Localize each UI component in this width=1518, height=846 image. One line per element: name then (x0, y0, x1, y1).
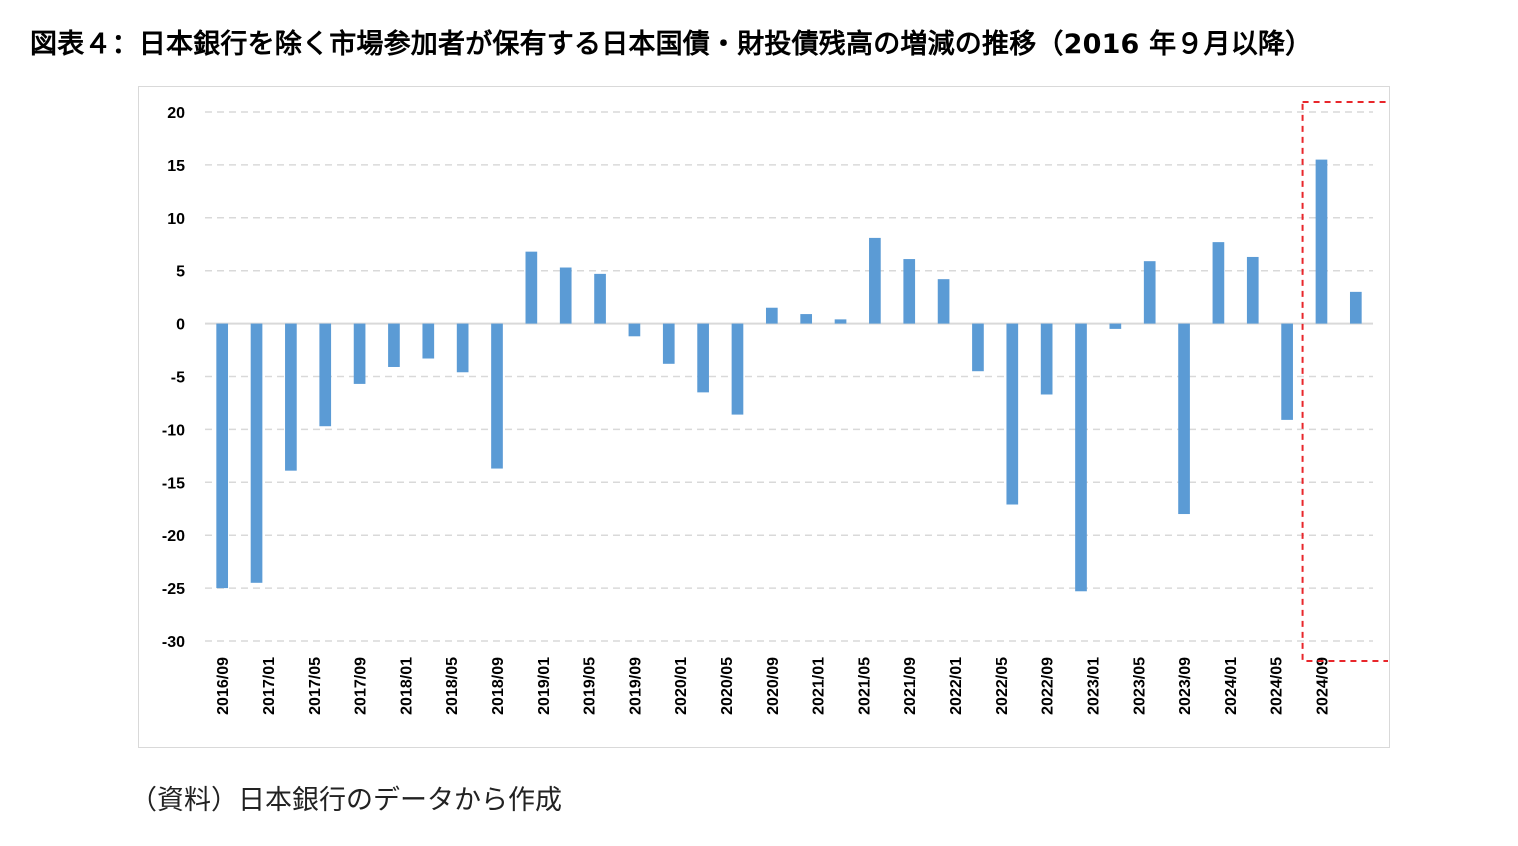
y-tick-label: -5 (171, 370, 185, 387)
bar-chart: 20 15 10 5 0 -5 -10 -15 -20 -25 -30 2016/09 2017/01 2… (162, 101, 1388, 715)
bar (1178, 323, 1190, 515)
bar (697, 323, 709, 393)
x-tick-label: 2024/05 (1269, 657, 1286, 715)
x-tick-label: 2020/05 (719, 657, 736, 715)
x-tick-label: 2018/01 (398, 657, 415, 715)
x-tick-label: 2018/05 (444, 657, 461, 715)
x-tick-label: 2021/09 (902, 657, 919, 715)
bar (216, 323, 229, 589)
bar (319, 323, 332, 427)
bar (1040, 323, 1053, 395)
bar (937, 279, 950, 324)
bar (903, 259, 916, 324)
x-tick-label: 2024/01 (1223, 657, 1240, 715)
y-tick-label: -25 (162, 581, 185, 598)
bar (662, 323, 675, 364)
x-tick-label: 2018/09 (490, 657, 507, 715)
bar (559, 267, 572, 324)
bar (869, 237, 881, 324)
y-tick-label: 5 (176, 264, 185, 281)
x-tick-label: 2019/01 (536, 657, 553, 715)
bar (1281, 323, 1293, 420)
bar (456, 323, 469, 373)
x-tick-label: 2017/01 (261, 657, 278, 715)
bar (285, 323, 297, 471)
bar (731, 323, 744, 415)
bar (628, 323, 641, 337)
x-tick-label: 2019/05 (582, 657, 599, 715)
y-tick-label: 0 (176, 317, 185, 334)
bar (1006, 323, 1019, 505)
bar (1143, 261, 1156, 324)
y-tick-label: 20 (167, 105, 185, 122)
y-tick-label: 10 (167, 211, 185, 228)
y-tick-label: -20 (162, 528, 185, 545)
highlight-box (1301, 101, 1388, 662)
bar (353, 323, 366, 384)
x-tick-label: 2016/09 (215, 657, 232, 715)
x-tick-label: 2020/01 (673, 657, 690, 715)
x-tick-label: 2019/09 (627, 657, 644, 715)
bar (250, 323, 263, 583)
source-note: （資料）日本銀行のデータから作成 (130, 785, 562, 816)
bar (1349, 291, 1362, 324)
x-tick-label: 2023/09 (1177, 657, 1194, 715)
y-tick-label: -30 (162, 634, 185, 651)
chart-title: 図表４：日本銀行を除く市場参加者が保有する日本国債・財投債残高の増減の推移（20… (30, 29, 1313, 60)
x-tick-label: 2022/05 (994, 657, 1011, 715)
y-tick-label: -10 (162, 422, 185, 439)
bar (1212, 242, 1225, 324)
bar (422, 323, 435, 359)
x-tick-label: 2022/09 (1040, 657, 1057, 715)
x-tick-label: 2021/05 (856, 657, 873, 715)
bar (491, 323, 503, 469)
bar (1075, 323, 1087, 592)
bar (972, 323, 984, 372)
bar (834, 319, 847, 324)
x-tick-label: 2017/05 (307, 657, 324, 715)
x-tick-label: 2023/01 (1085, 657, 1102, 715)
y-tick-label: -15 (162, 475, 185, 492)
bar (594, 273, 606, 324)
x-tick-label: 2022/01 (948, 657, 965, 715)
bar (1246, 256, 1259, 324)
y-tick-label: 15 (167, 158, 185, 175)
x-tick-label: 2024/09 (1314, 657, 1331, 715)
bar (765, 307, 778, 324)
x-tick-label: 2021/01 (811, 657, 828, 715)
bar (1109, 323, 1122, 329)
x-tick-label: 2017/09 (353, 657, 370, 715)
bar (1315, 159, 1328, 324)
bar (800, 314, 813, 324)
bar (388, 323, 400, 367)
chart-frame: 20 15 10 5 0 -5 -10 -15 -20 -25 -30 2016/09 2017/01 2… (138, 86, 1390, 748)
x-tick-label: 2023/05 (1131, 657, 1148, 715)
bar (525, 251, 538, 324)
x-tick-label: 2020/09 (765, 657, 782, 715)
